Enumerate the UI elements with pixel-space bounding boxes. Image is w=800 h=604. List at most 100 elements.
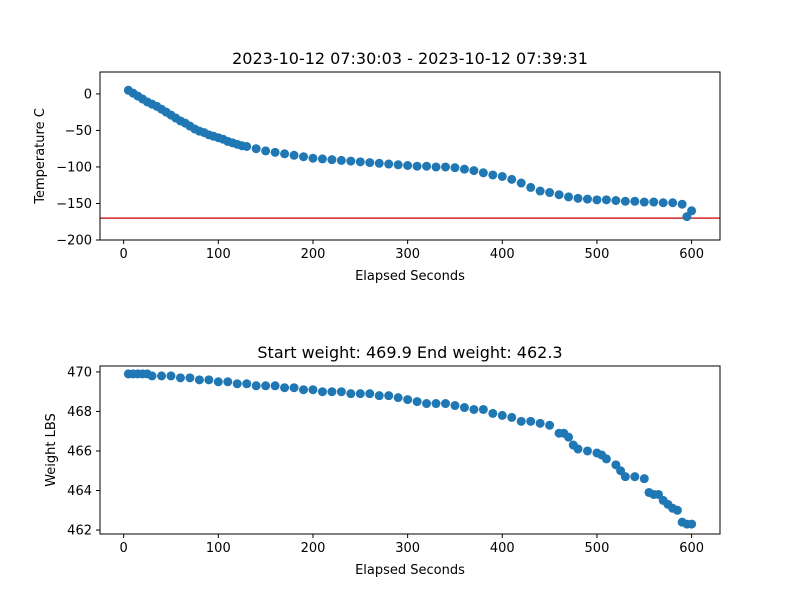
weight-data-point [441, 399, 450, 408]
temperature-data-point [678, 200, 687, 209]
weight-data-point [545, 421, 554, 430]
weight-data-point [413, 397, 422, 406]
weight-y-axis-label: Weight LBS [44, 413, 59, 487]
temperature-data-point [592, 195, 601, 204]
weight-data-point [384, 391, 393, 400]
weight-x-tick-label: 300 [395, 541, 420, 556]
temperature-data-point [574, 194, 583, 203]
temperature-data-point [337, 156, 346, 165]
temperature-x-tick-label: 500 [585, 247, 610, 262]
temperature-data-point [432, 162, 441, 171]
weight-data-point [346, 389, 355, 398]
weight-y-tick-label: 464 [67, 484, 92, 499]
weight-data-point [517, 417, 526, 426]
weight-data-point [673, 506, 682, 515]
weight-data-point [469, 405, 478, 414]
temperature-data-point [659, 198, 668, 207]
temperature-data-point [640, 198, 649, 207]
temperature-x-tick-label: 400 [490, 247, 515, 262]
weight-data-point [564, 433, 573, 442]
weight-y-tick-label: 462 [67, 524, 92, 539]
weight-data-point [148, 371, 157, 380]
weight-data-point [432, 399, 441, 408]
temperature-data-point [526, 183, 535, 192]
temperature-data-point [668, 198, 677, 207]
weight-data-point [356, 389, 365, 398]
weight-data-point [204, 375, 213, 384]
temperature-data-point [327, 155, 336, 164]
temperature-data-point [649, 198, 658, 207]
weight-data-point [394, 393, 403, 402]
weight-data-point [460, 403, 469, 412]
temperature-y-axis-label: Temperature C [33, 108, 48, 205]
temperature-data-point [422, 162, 431, 171]
weight-y-tick-label: 466 [67, 444, 92, 459]
temperature-data-point [507, 175, 516, 184]
weight-chart-title: Start weight: 469.9 End weight: 462.3 [257, 343, 562, 362]
temperature-data-point [469, 166, 478, 175]
weight-data-point [602, 454, 611, 463]
weight-x-tick-label: 600 [679, 541, 704, 556]
temperature-data-point [611, 196, 620, 205]
temperature-data-point [290, 151, 299, 160]
weight-x-tick-label: 500 [585, 541, 610, 556]
temperature-data-point [365, 158, 374, 167]
weight-y-tick-label: 470 [67, 365, 92, 380]
weight-data-point [195, 375, 204, 384]
temperature-data-point [308, 154, 317, 163]
temperature-data-point [545, 188, 554, 197]
weight-data-point [157, 371, 166, 380]
temperature-data-point [394, 160, 403, 169]
weight-data-point [327, 387, 336, 396]
weight-data-point [687, 520, 696, 529]
weight-data-point [507, 413, 516, 422]
temperature-data-point [413, 162, 422, 171]
weight-data-point [185, 373, 194, 382]
weight-x-tick-label: 400 [490, 541, 515, 556]
temperature-y-tick-label: 0 [84, 87, 92, 102]
temperature-data-point [602, 195, 611, 204]
temperature-y-tick-label: −50 [65, 124, 92, 139]
temperature-data-point [621, 197, 630, 206]
weight-data-point [375, 391, 384, 400]
weight-data-point [640, 474, 649, 483]
temperature-chart-title: 2023-10-12 07:30:03 - 2023-10-12 07:39:3… [232, 49, 588, 68]
temperature-data-point [536, 187, 545, 196]
weight-data-point [252, 381, 261, 390]
temperature-data-point [280, 149, 289, 158]
weight-data-point [233, 379, 242, 388]
temperature-data-point [346, 157, 355, 166]
temperature-data-point [384, 160, 393, 169]
weight-data-point [574, 445, 583, 454]
temperature-data-point [460, 165, 469, 174]
weight-data-point [621, 472, 630, 481]
weight-data-point [271, 381, 280, 390]
weight-data-point [290, 383, 299, 392]
weight-data-point [299, 385, 308, 394]
temperature-data-point [583, 195, 592, 204]
weight-data-point [450, 401, 459, 410]
weight-data-point [479, 405, 488, 414]
weight-data-point [498, 411, 507, 420]
weight-data-point [176, 373, 185, 382]
temperature-x-tick-label: 100 [206, 247, 231, 262]
temperature-x-tick-label: 600 [679, 247, 704, 262]
temperature-data-point [403, 161, 412, 170]
temperature-data-point [252, 144, 261, 153]
weight-data-point [261, 381, 270, 390]
weight-x-axis-label: Elapsed Seconds [355, 563, 465, 578]
weight-x-tick-label: 0 [120, 541, 128, 556]
figure: 2023-10-12 07:30:03 - 2023-10-12 07:39:3… [0, 0, 800, 600]
temperature-data-point [687, 206, 696, 215]
temperature-x-axis-label: Elapsed Seconds [355, 269, 465, 284]
weight-data-point [318, 387, 327, 396]
weight-data-point [536, 419, 545, 428]
temperature-y-tick-label: −200 [56, 234, 92, 249]
weight-data-point [214, 377, 223, 386]
temperature-data-point [261, 146, 270, 155]
weight-data-point [488, 409, 497, 418]
temperature-data-point [375, 159, 384, 168]
temperature-data-point [564, 192, 573, 201]
temperature-x-tick-label: 0 [120, 247, 128, 262]
weight-data-point [403, 395, 412, 404]
